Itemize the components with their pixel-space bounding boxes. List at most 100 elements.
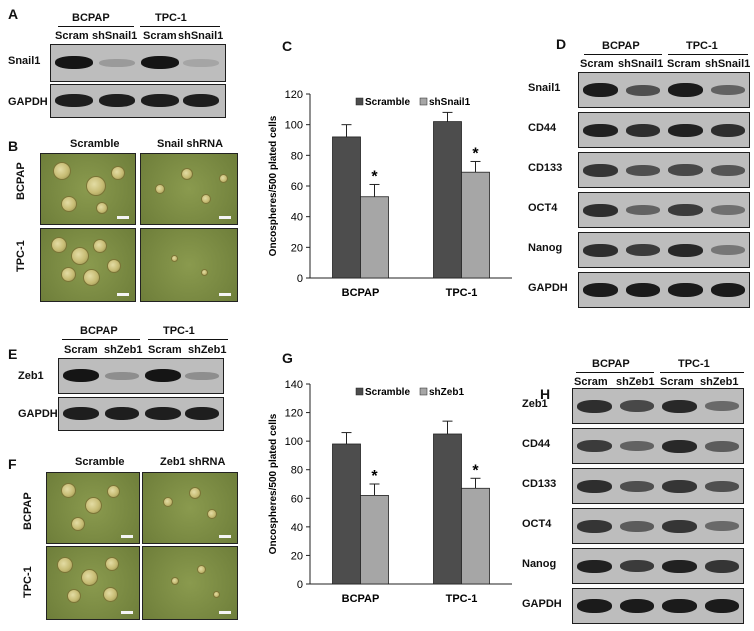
blot-band: [662, 559, 697, 573]
y-tick-label: 140: [285, 379, 303, 391]
legend-label: shSnail1: [429, 97, 471, 108]
blot-band: [625, 244, 660, 256]
blot-band: [577, 559, 612, 573]
blot-row-label: OCT4: [528, 202, 558, 214]
group-underline: [668, 54, 748, 55]
blot-row-label: Nanog: [522, 558, 557, 570]
panel-label-g: G: [282, 350, 293, 366]
blot-band: [710, 85, 745, 95]
lane-label: shZeb1: [700, 376, 739, 388]
blot-band: [704, 521, 739, 531]
y-tick-label: 0: [297, 273, 303, 285]
micrograph-bcpap-snail-shrna: [140, 153, 238, 225]
blot-band: [668, 123, 703, 137]
group-label-tpc1: TPC-1: [163, 325, 195, 337]
group-underline: [584, 54, 662, 55]
y-tick-label: 20: [291, 550, 303, 562]
western-blot-nanog: [578, 232, 750, 268]
legend-label: Scramble: [365, 97, 410, 108]
blot-band: [668, 204, 703, 216]
micrograph-bcpap-zeb1-shrna: [142, 472, 238, 544]
panel-label-d: D: [556, 36, 567, 52]
lane-label: shZeb1: [104, 344, 143, 356]
blot-band: [662, 479, 697, 493]
western-blot-cd44: [578, 112, 750, 148]
group-label-bcpap: BCPAP: [80, 325, 118, 337]
lane-label: shSnail1: [178, 30, 224, 42]
bar-shzeb1: [360, 495, 389, 585]
row-label: BCPAP: [15, 162, 27, 200]
blot-band: [583, 163, 618, 177]
bar-scramble: [332, 136, 361, 279]
blot-band: [619, 441, 654, 451]
blot-band: [577, 399, 612, 413]
panel-label-b: B: [8, 138, 19, 154]
western-blot-nanog: [572, 548, 744, 584]
y-tick-label: 120: [285, 89, 303, 101]
western-blot-cd133: [578, 152, 750, 188]
x-category-label: BCPAP: [342, 593, 380, 605]
lane-label: Scram: [64, 344, 98, 356]
column-label: Snail shRNA: [157, 138, 224, 150]
lane-label: Scram: [667, 58, 701, 70]
blot-band: [577, 440, 612, 452]
legend-swatch: [355, 97, 364, 106]
lane-label: shSnail1: [92, 30, 138, 42]
bar-shsnail1: [461, 171, 490, 279]
y-axis-label: Oncospheres/500 plated cells: [268, 115, 279, 256]
significance-marker: *: [472, 145, 479, 162]
oncosphere-chart-snail1: 0 20 40 60 80 100 120 Oncospheres/500 plated ce…: [268, 89, 512, 299]
panel-label-h: H: [540, 386, 551, 402]
panel-label-c: C: [282, 38, 293, 54]
blot-band: [625, 283, 660, 297]
blot-band: [662, 599, 697, 613]
legend-swatch: [419, 97, 428, 106]
x-category-label: TPC-1: [446, 593, 478, 605]
legend-label: Scramble: [365, 387, 410, 398]
blot-row-label: GAPDH: [18, 408, 58, 420]
western-blot-oct4: [578, 192, 750, 228]
western-blot-zeb1: [572, 388, 744, 424]
blot-band: [625, 84, 660, 96]
micrograph-bcpap-scramble: [46, 472, 140, 544]
blot-band: [662, 399, 697, 413]
group-underline: [62, 339, 140, 340]
bar-scramble: [433, 433, 462, 585]
blot-band: [668, 83, 703, 97]
blot-row-label: Nanog: [528, 242, 563, 254]
y-tick-label: 100: [285, 436, 303, 448]
group-underline: [576, 372, 654, 373]
blot-band: [704, 480, 739, 492]
blot-row-label: CD44: [528, 122, 557, 134]
micrograph-tpc1-scramble: [40, 228, 136, 302]
micrograph-tpc1-scramble: [46, 546, 140, 620]
blot-band: [662, 439, 697, 453]
blot-band: [625, 164, 660, 176]
blot-band: [668, 243, 703, 257]
y-tick-label: 100: [285, 120, 303, 132]
blot-band: [710, 123, 745, 137]
blot-band: [625, 205, 660, 215]
lane-label: Scram: [143, 30, 177, 42]
blot-band: [704, 440, 739, 452]
legend-swatch: [355, 387, 364, 396]
bar-scramble: [332, 443, 361, 585]
blot-band: [619, 599, 654, 613]
blot-band: [625, 123, 660, 137]
group-underline: [140, 26, 220, 27]
blot-row-label: CD44: [522, 438, 551, 450]
blot-band: [710, 164, 745, 176]
western-blot-zeb1: [58, 358, 224, 394]
group-label-tpc1: TPC-1: [678, 358, 710, 370]
micrograph-tpc1-zeb1-shrna: [142, 546, 238, 620]
blot-band: [583, 243, 618, 257]
row-label: TPC-1: [22, 566, 34, 598]
blot-band: [577, 479, 612, 493]
blot-band: [619, 560, 654, 572]
blot-row-label: GAPDH: [528, 282, 568, 294]
blot-band: [710, 283, 745, 297]
row-label: TPC-1: [15, 240, 27, 272]
blot-band: [668, 164, 703, 176]
blot-band: [577, 519, 612, 533]
blot-band: [583, 203, 618, 217]
